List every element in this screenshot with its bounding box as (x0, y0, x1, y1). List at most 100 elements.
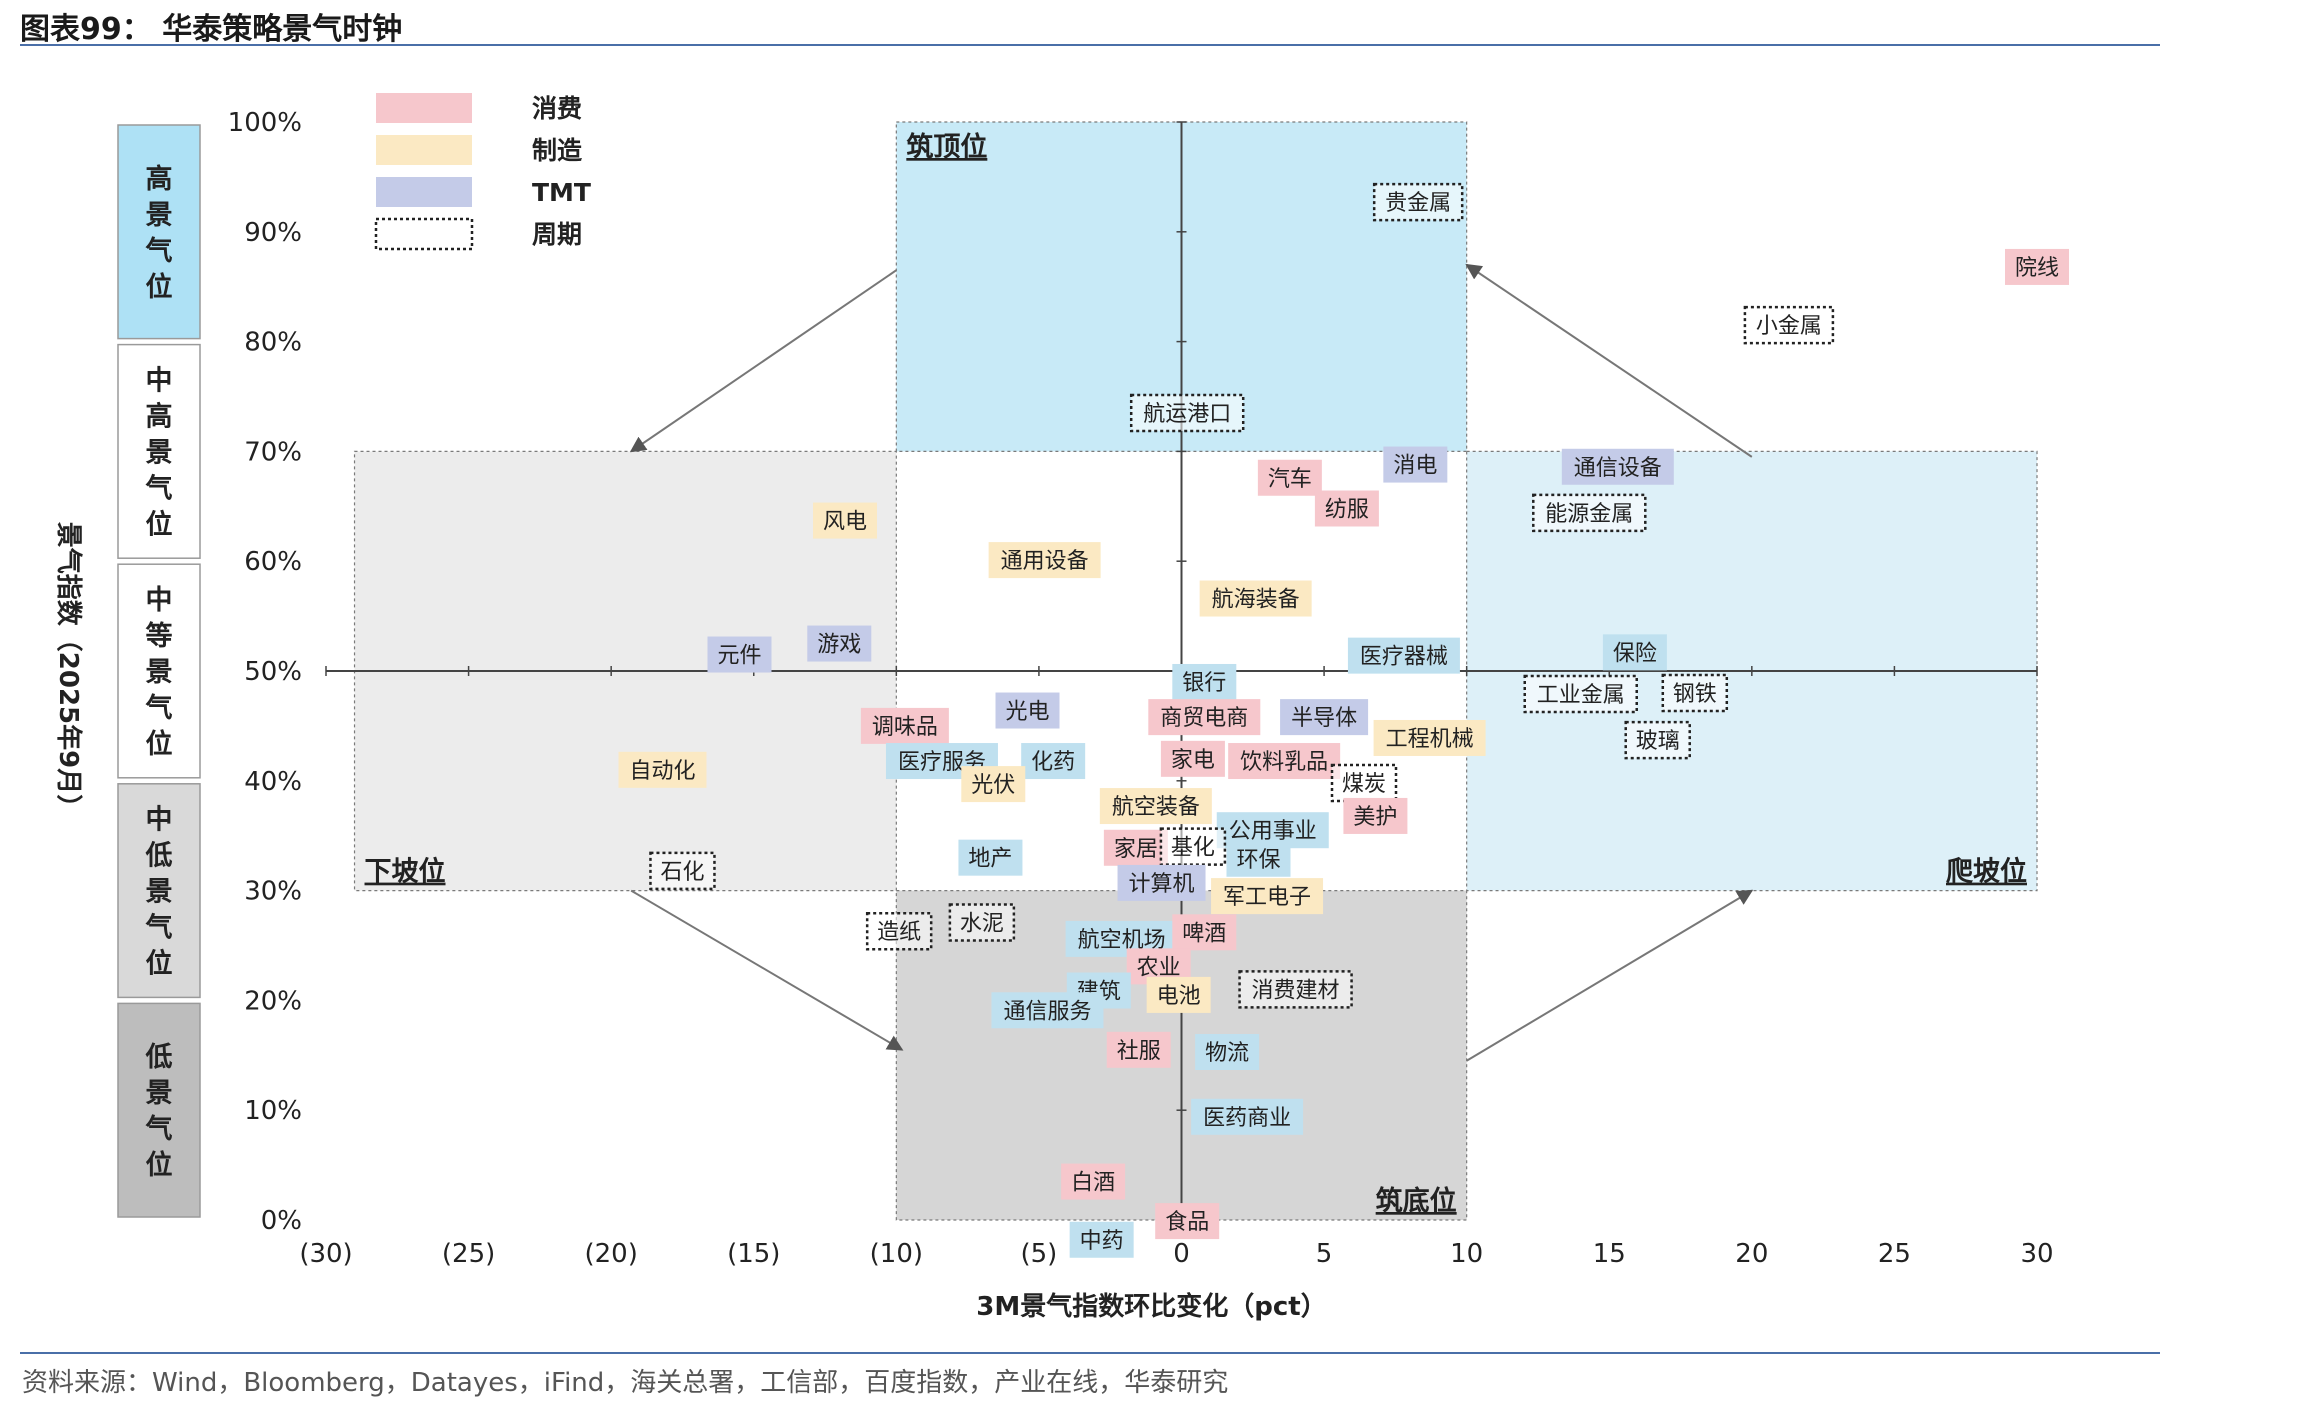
x-tick-label: 10 (1450, 1239, 1483, 1269)
point-e6b1bde8bda6: 汽车 (1257, 459, 1322, 496)
point-e58cbbe88dafe59586e4b89a: 医药商业 (1191, 1098, 1304, 1135)
point-marker (860, 707, 949, 744)
point-label: 基化 (1171, 836, 1215, 861)
point-e7a4bee69c8d: 社服 (1106, 1031, 1171, 1068)
point-e5aeb6e794b5: 家电 (1160, 740, 1225, 777)
point-e79fb3e58c96: 石化 (649, 851, 716, 891)
point-e6b8b8e6888f: 游戏 (807, 625, 872, 662)
point-e794b5e6b1a0: 电池 (1146, 976, 1211, 1013)
point-marker (1148, 699, 1261, 736)
cycle-arrow-3 (1466, 889, 1754, 1062)
point-label: 公用事业 (1229, 819, 1317, 844)
point-label: 半导体 (1291, 706, 1357, 731)
point-marker (2005, 248, 2069, 285)
level-2: 中高景气位 (117, 343, 201, 559)
point-marker (1103, 829, 1168, 866)
point-e5b7a5e7a88be69cbae6a2b0: 工程机械 (1373, 719, 1486, 756)
point-label: 家电 (1171, 748, 1215, 773)
cycle-arrow-4 (1465, 263, 1753, 458)
y-tick-label: 70% (244, 437, 302, 467)
point-e999a2e7babf: 院线 (2005, 248, 2069, 285)
point-e9a39fe59381: 食品 (1155, 1203, 1220, 1240)
x-tick-label: 20 (1735, 1239, 1768, 1269)
point-e78eafe4bf9d: 环保 (1226, 840, 1291, 877)
legend-swatch (374, 217, 474, 251)
y-tick-label: 40% (244, 767, 302, 797)
point-label: 汽车 (1268, 467, 1312, 492)
point-marker (1383, 446, 1448, 483)
point-marker (1069, 1221, 1134, 1258)
y-tick-label: 60% (244, 547, 302, 577)
point-e8aea1e7ae97e69cba: 计算机 (1117, 864, 1206, 901)
x-tick-label: (15) (727, 1239, 780, 1269)
level-box (117, 783, 201, 999)
level-3: 中等景气位 (117, 563, 201, 779)
point-e5869ce4b89a: 农业 (1126, 948, 1191, 985)
point-marker (1226, 840, 1291, 877)
point-label: 社服 (1117, 1039, 1161, 1064)
point-marker (958, 839, 1023, 876)
point-label: 啤酒 (1182, 921, 1226, 946)
legend-swatch (376, 135, 472, 165)
point-marker (618, 751, 707, 788)
cycle-arrow-2 (630, 889, 904, 1051)
point-marker (1330, 763, 1398, 803)
point-marker (1523, 674, 1638, 714)
point-marker (1280, 699, 1369, 736)
point-marker (1199, 580, 1312, 617)
point-marker (1343, 797, 1408, 834)
point-label: 工程机械 (1386, 727, 1474, 752)
cycle-arrow-1 (629, 269, 897, 453)
legend-label: 周期 (532, 220, 582, 249)
point-marker (1155, 1203, 1220, 1240)
point-label: 银行 (1182, 671, 1226, 696)
axis-layer: (30) (25) (20) (15) (10) (5) 0 5 10 15 20 25 30 0% 10%… (53, 108, 2054, 1322)
y-tick-label: 30% (244, 877, 302, 907)
point-label: 环保 (1236, 848, 1280, 873)
point-label: 玻璃 (1636, 729, 1680, 754)
point-e59cb0e4baa7: 地产 (958, 839, 1023, 876)
point-e8b083e591b3e59381: 调味品 (860, 707, 949, 744)
point-marker (1257, 459, 1322, 496)
legend-item-e591a8e69c9f: 周期 (374, 217, 582, 251)
point-label: 工业金属 (1537, 683, 1625, 708)
point-label: 院线 (2015, 256, 2059, 281)
point-label: 消电 (1393, 454, 1437, 479)
legend-label: 消费 (532, 94, 582, 123)
point-e9a5aee69699e4b9b3e59381: 饮料乳品 (1228, 743, 1341, 780)
point-e9809ae794a8e8aebee5a487: 通用设备 (988, 542, 1101, 579)
x-tick-label: (5) (1020, 1239, 1057, 1269)
arrow-layer (629, 263, 1754, 1062)
level-label: 低景气位 (145, 1042, 173, 1181)
point-marker (1061, 1163, 1126, 1200)
point-e888aae8bf90e6b8afe58fa3: 航运港口 (1129, 393, 1245, 433)
point-marker (1602, 634, 1667, 671)
x-tick-label: (20) (584, 1239, 637, 1269)
x-tick-label: 30 (2020, 1239, 2053, 1269)
point-marker (649, 851, 716, 891)
level-1: 高景气位 (117, 124, 201, 340)
point-marker (813, 502, 878, 539)
point-e59586e8b4b8e794b5e59586: 商贸电商 (1148, 699, 1261, 736)
y-tick-label: 80% (244, 328, 302, 358)
point-label: 煤炭 (1342, 772, 1386, 797)
point-marker (991, 992, 1104, 1029)
point-label: 地产 (968, 847, 1012, 872)
point-label: 小金属 (1756, 314, 1822, 339)
point-marker (1561, 448, 1674, 485)
point-marker (1347, 637, 1460, 674)
level-box (117, 563, 201, 779)
point-e887aae58aa8e58c96: 自动化 (618, 751, 707, 788)
point-marker (1146, 976, 1211, 1013)
y-tick-label: 90% (244, 218, 302, 248)
point-label: 通信服务 (1003, 999, 1091, 1024)
level-4: 中低景气位 (117, 783, 201, 999)
x-tick-label: 5 (1316, 1239, 1333, 1269)
point-e58589e4bc8f: 光伏 (961, 766, 1026, 803)
x-tick-label: 0 (1173, 1239, 1190, 1269)
y-tick-label: 10% (244, 1096, 302, 1126)
point-label: 自动化 (629, 759, 695, 784)
zone-label: 筑底位 (1376, 1185, 1457, 1217)
point-label: 中药 (1080, 1229, 1124, 1254)
